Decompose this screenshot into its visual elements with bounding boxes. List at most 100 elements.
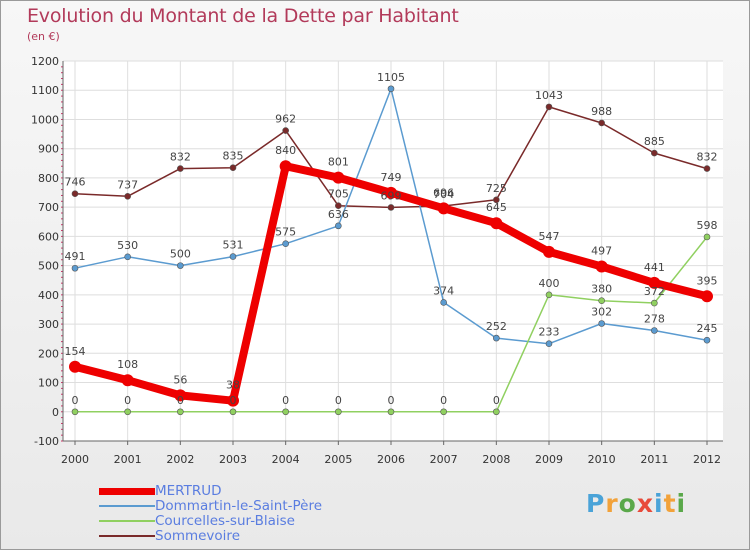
x-tick-label: 2004 — [272, 453, 300, 466]
data-label: 749 — [381, 171, 402, 184]
data-point — [703, 165, 711, 172]
data-point — [124, 408, 131, 416]
data-label: 699 — [381, 189, 402, 202]
data-point — [71, 408, 79, 416]
data-label: 0 — [72, 394, 79, 407]
data-label: 832 — [697, 151, 718, 164]
data-label: 0 — [388, 394, 395, 407]
data-label: 0 — [440, 394, 447, 407]
data-point — [279, 160, 292, 173]
data-point — [282, 240, 289, 247]
data-point — [332, 171, 345, 184]
data-label: 500 — [170, 248, 191, 261]
data-label: 575 — [275, 226, 296, 239]
data-point — [651, 327, 658, 334]
data-label: 801 — [328, 156, 349, 169]
proxiti-logo: Proxiti — [586, 489, 687, 518]
data-point — [229, 164, 237, 171]
data-point — [335, 408, 342, 416]
data-point — [124, 193, 131, 200]
data-point — [493, 196, 500, 204]
data-label: 38 — [226, 379, 240, 392]
data-point — [440, 408, 447, 416]
data-point — [493, 334, 500, 342]
legend-label: Courcelles-sur-Blaise — [155, 513, 295, 529]
y-tick-label: 500 — [38, 260, 59, 273]
data-point — [651, 149, 658, 157]
data-label: 108 — [117, 358, 138, 371]
y-tick-label: 900 — [38, 143, 59, 156]
data-label: 395 — [697, 274, 718, 287]
y-tick-label: 100 — [38, 377, 59, 390]
data-point — [385, 186, 397, 199]
y-tick-label: 1200 — [31, 55, 59, 68]
data-label: 696 — [433, 186, 454, 199]
data-label: 233 — [539, 326, 560, 339]
data-label: 380 — [591, 283, 612, 296]
data-point — [701, 290, 713, 303]
x-tick-label: 2003 — [219, 453, 247, 466]
data-point — [440, 299, 447, 306]
data-label: 372 — [644, 285, 665, 298]
data-label: 0 — [230, 394, 237, 407]
data-point — [545, 340, 553, 347]
data-label: 278 — [644, 313, 665, 326]
data-point — [229, 253, 237, 260]
data-label: 840 — [275, 144, 296, 157]
legend-swatch — [99, 535, 155, 537]
data-point — [387, 204, 395, 211]
data-label: 0 — [282, 394, 289, 407]
data-label: 0 — [177, 394, 184, 407]
legend-label: MERTRUD — [155, 483, 222, 499]
y-tick-label: 700 — [38, 201, 59, 214]
data-label: 645 — [486, 201, 507, 214]
data-label: 252 — [486, 320, 507, 333]
data-label: 497 — [591, 244, 612, 257]
data-point — [335, 202, 342, 209]
data-point — [545, 291, 553, 299]
data-label: 832 — [170, 151, 191, 164]
y-tick-label: 1000 — [31, 113, 59, 126]
data-label: 530 — [117, 239, 138, 252]
data-point — [387, 408, 395, 416]
data-label: 1105 — [377, 71, 405, 84]
data-label: 725 — [486, 182, 507, 195]
data-point — [651, 299, 658, 307]
chart-title: Evolution du Montant de la Dette par Hab… — [27, 5, 459, 27]
x-tick-label: 2001 — [114, 453, 142, 466]
data-label: 1043 — [535, 89, 563, 102]
y-tick-label: 800 — [38, 172, 59, 185]
x-tick-label: 2008 — [482, 453, 510, 466]
data-label: 0 — [335, 394, 342, 407]
data-point — [71, 190, 79, 198]
legend-swatch — [99, 520, 155, 522]
y-tick-label: 200 — [38, 347, 59, 360]
x-tick-label: 2006 — [377, 453, 405, 466]
data-point — [543, 245, 555, 258]
y-tick-label: -100 — [34, 435, 59, 448]
x-tick-label: 2005 — [324, 453, 352, 466]
data-point — [703, 233, 711, 241]
data-point — [335, 222, 342, 230]
data-point — [69, 360, 81, 373]
data-point — [595, 260, 608, 273]
data-point — [493, 408, 500, 416]
x-tick-label: 2009 — [535, 453, 563, 466]
y-tick-label: 600 — [38, 230, 59, 243]
y-tick-label: 1100 — [31, 84, 59, 97]
data-label: 0 — [493, 394, 500, 407]
data-point — [282, 127, 289, 134]
x-tick-label: 2002 — [166, 453, 194, 466]
data-label: 302 — [591, 305, 612, 318]
data-point — [177, 262, 184, 269]
data-label: 988 — [591, 105, 612, 118]
data-point — [227, 394, 239, 407]
data-point — [598, 297, 605, 304]
legend-label: Dommartin-le-Saint-Père — [155, 498, 323, 514]
plot-area — [63, 61, 723, 441]
data-label: 531 — [223, 239, 244, 252]
x-tick-label: 2000 — [61, 453, 89, 466]
data-label: 441 — [644, 261, 665, 274]
